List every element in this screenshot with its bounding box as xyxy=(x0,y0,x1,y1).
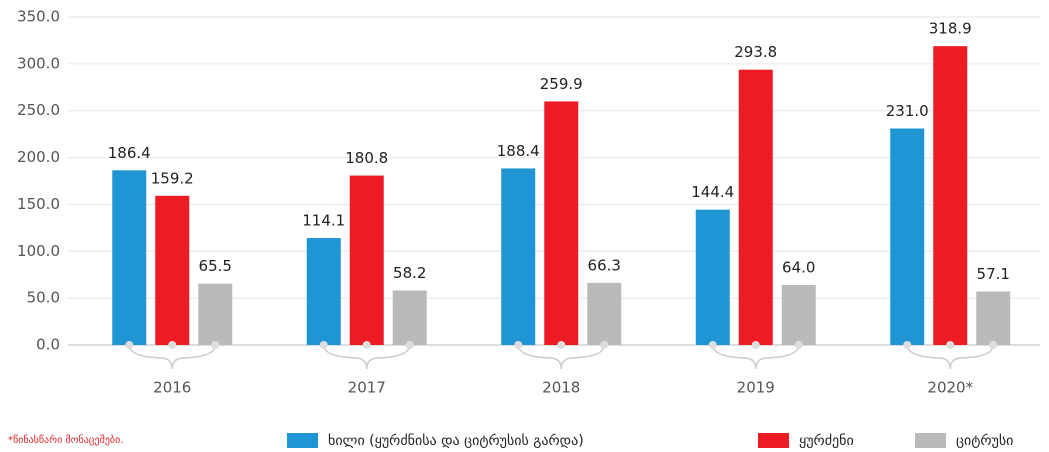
value-label: 186.4 xyxy=(108,144,151,162)
bar-foot-dot xyxy=(319,341,328,349)
bar-foot-dot xyxy=(362,341,371,349)
value-label: 64.0 xyxy=(782,259,815,277)
value-label: 159.2 xyxy=(151,169,194,187)
bar-foot-dot xyxy=(903,341,912,349)
brace xyxy=(517,344,605,370)
legend-swatch xyxy=(758,433,789,448)
footnote: *წინასწარი მონაცემები. xyxy=(8,434,123,446)
bar xyxy=(544,101,579,345)
bar-foot-dot xyxy=(125,341,134,349)
bar-foot-dot xyxy=(557,341,566,349)
y-tick-label: 50.0 xyxy=(27,289,60,307)
bar xyxy=(890,128,925,345)
brace xyxy=(906,344,994,370)
value-label: 58.2 xyxy=(393,264,426,282)
bar-foot-dot xyxy=(211,341,220,349)
x-tick-label: 2018 xyxy=(542,379,580,397)
bar-foot-dot xyxy=(708,341,717,349)
value-label: 114.1 xyxy=(302,212,345,230)
value-label: 66.3 xyxy=(588,256,621,274)
x-tick-label: 2020* xyxy=(927,379,973,397)
bar xyxy=(976,291,1011,345)
legend-swatch xyxy=(287,433,318,448)
legend-swatch xyxy=(915,433,946,448)
legend-label: ციტრუსი xyxy=(956,432,1013,449)
y-tick-label: 300.0 xyxy=(17,54,60,72)
brace xyxy=(712,344,800,370)
y-tick-label: 350.0 xyxy=(17,8,60,26)
y-tick-label: 0.0 xyxy=(36,336,60,354)
bar-foot-dot xyxy=(751,341,760,349)
bar xyxy=(781,285,816,345)
y-tick-label: 250.0 xyxy=(17,101,60,119)
bar-foot-dot xyxy=(946,341,955,349)
bar xyxy=(198,283,233,345)
legend-label: ხილი (ყურძნისა და ციტრუსის გარდა) xyxy=(328,432,584,449)
y-tick-label: 200.0 xyxy=(17,148,60,166)
legend-label: ყურძენი xyxy=(799,432,854,449)
x-tick-label: 2019 xyxy=(737,379,775,397)
value-label: 57.1 xyxy=(977,265,1010,283)
bar-foot-dot xyxy=(514,341,523,349)
x-tick-label: 2017 xyxy=(348,379,386,397)
bar-foot-dot xyxy=(794,341,803,349)
bar xyxy=(587,282,622,345)
brace xyxy=(128,344,216,370)
bar xyxy=(738,69,773,346)
value-label: 188.4 xyxy=(497,142,540,160)
value-label: 318.9 xyxy=(929,20,972,38)
bar xyxy=(306,238,341,345)
brace xyxy=(323,344,411,370)
value-label: 144.4 xyxy=(691,183,734,201)
bar-foot-dot xyxy=(989,341,998,349)
bar xyxy=(695,209,730,345)
value-label: 65.5 xyxy=(199,257,232,275)
value-label: 231.0 xyxy=(886,102,929,120)
bar xyxy=(155,195,190,345)
value-label: 293.8 xyxy=(734,43,777,61)
value-label: 180.8 xyxy=(345,149,388,167)
y-tick-label: 150.0 xyxy=(17,195,60,213)
bar-foot-dot xyxy=(168,341,177,349)
x-tick-label: 2016 xyxy=(153,379,191,397)
bar-foot-dot xyxy=(405,341,414,349)
bar xyxy=(112,170,147,345)
bar xyxy=(349,175,384,345)
y-tick-label: 100.0 xyxy=(17,242,60,260)
bar xyxy=(501,168,536,345)
value-label: 259.9 xyxy=(540,75,583,93)
bar-foot-dot xyxy=(600,341,609,349)
bar xyxy=(933,46,968,345)
bar xyxy=(392,290,427,345)
